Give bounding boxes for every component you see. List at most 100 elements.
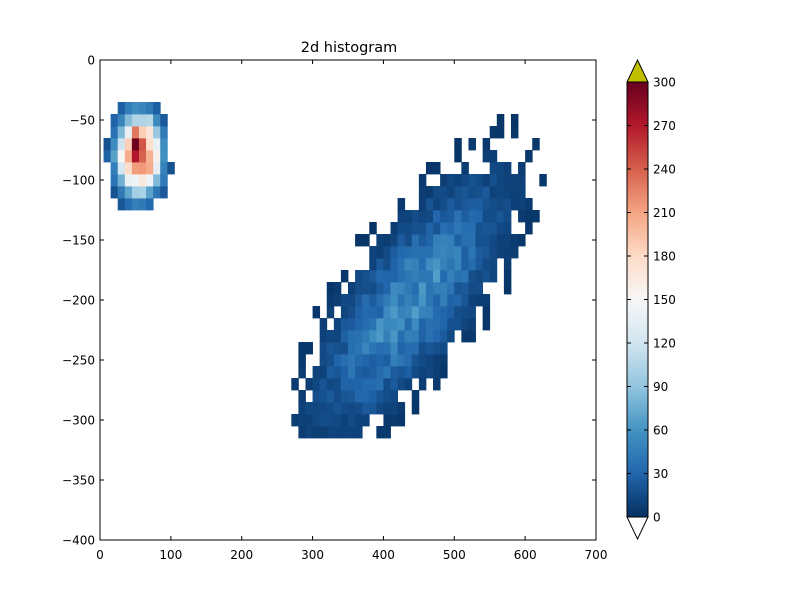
histogram-bin <box>312 306 321 319</box>
histogram-bin <box>340 414 349 427</box>
y-tick-label: −200 <box>62 294 95 308</box>
histogram-bin <box>326 282 335 295</box>
histogram-bin <box>390 366 398 379</box>
histogram-bin <box>425 330 434 343</box>
histogram-bin <box>411 342 420 355</box>
histogram-bin <box>131 126 140 139</box>
histogram-bin <box>525 222 533 235</box>
histogram-bin <box>489 222 498 235</box>
histogram-bin <box>131 162 140 175</box>
histogram-bin <box>468 306 476 319</box>
histogram-bin <box>110 138 119 151</box>
histogram-bin <box>131 198 140 211</box>
histogram-bin <box>397 366 406 379</box>
histogram-bin <box>454 138 462 151</box>
histogram-bin <box>440 282 448 295</box>
histogram-bin <box>138 186 147 199</box>
histogram-bin <box>124 126 133 139</box>
histogram-bin <box>362 378 370 391</box>
histogram-bin <box>305 378 313 391</box>
histogram-bin <box>326 366 335 379</box>
histogram-bin <box>298 342 306 355</box>
histogram-bin <box>510 234 519 247</box>
histogram-bin <box>146 138 154 151</box>
histogram-bin <box>468 138 476 151</box>
histogram-bin <box>440 354 448 367</box>
histogram-bin <box>475 186 484 199</box>
histogram-bin <box>489 234 498 247</box>
histogram-bin <box>397 198 406 211</box>
histogram-bin <box>355 354 363 367</box>
histogram-bin <box>518 234 526 247</box>
histogram-bin <box>153 186 161 199</box>
histogram-bin <box>138 162 147 175</box>
histogram-bin <box>496 210 505 223</box>
histogram-bin <box>418 174 427 187</box>
histogram-bin <box>461 258 469 271</box>
histogram-bin <box>319 318 328 331</box>
histogram-bin <box>433 246 441 259</box>
histogram-bin <box>333 402 342 415</box>
histogram-bin <box>404 318 413 331</box>
histogram-bin <box>482 198 491 211</box>
colorbar-tick-label: 60 <box>653 424 668 438</box>
histogram-bin <box>362 366 370 379</box>
histogram-bin <box>418 354 427 367</box>
histogram-bin <box>340 318 349 331</box>
histogram-bin <box>298 354 306 367</box>
histogram-bin <box>461 198 469 211</box>
histogram-bin <box>383 258 391 271</box>
histogram-bin <box>376 234 384 247</box>
histogram-bin <box>447 270 455 283</box>
histogram-bin <box>362 294 370 307</box>
histogram-bin <box>447 246 455 259</box>
histogram-bin <box>383 354 391 367</box>
histogram-bin <box>525 210 533 223</box>
colorbar-tick-label: 180 <box>653 250 676 264</box>
histogram-bin <box>390 294 398 307</box>
histogram-bin <box>117 138 126 151</box>
histogram-bin <box>404 330 413 343</box>
histogram-bin <box>291 378 299 391</box>
histogram-bin <box>418 222 427 235</box>
histogram-bin <box>131 102 140 115</box>
histogram-bin <box>425 282 434 295</box>
histogram-bin <box>433 198 441 211</box>
histogram-bin <box>404 210 413 223</box>
histogram-bin <box>110 174 119 187</box>
histogram-bin <box>425 246 434 259</box>
histogram-bin <box>124 162 133 175</box>
histogram-bin <box>468 222 476 235</box>
histogram-bin <box>390 342 398 355</box>
x-tick-label: 100 <box>159 548 182 562</box>
histogram-bin <box>355 426 363 439</box>
histogram-bin <box>461 282 469 295</box>
histogram-bin <box>503 270 512 283</box>
histogram-bin <box>340 342 349 355</box>
histogram-bin <box>496 186 505 199</box>
histogram-bin <box>404 234 413 247</box>
histogram-bin <box>146 174 154 187</box>
histogram-bin <box>117 102 126 115</box>
histogram-bin <box>138 174 147 187</box>
histogram-bin <box>333 390 342 403</box>
x-tick-label: 700 <box>585 548 608 562</box>
histogram-bin <box>433 258 441 271</box>
histogram-bin <box>110 150 119 163</box>
histogram-bin <box>447 186 455 199</box>
histogram-bin <box>461 330 469 343</box>
histogram-bin <box>518 174 526 187</box>
histogram-bin <box>454 306 462 319</box>
histogram-bin <box>425 318 434 331</box>
histogram-bin <box>333 330 342 343</box>
histogram-bin <box>503 210 512 223</box>
histogram-bin <box>510 126 519 139</box>
histogram-bin <box>319 354 328 367</box>
histogram-bin <box>305 402 313 415</box>
histogram-bin <box>532 138 540 151</box>
histogram-bin <box>489 150 498 163</box>
histogram-bin <box>383 306 391 319</box>
histogram-bin <box>482 234 491 247</box>
histogram-bin <box>117 174 126 187</box>
histogram-bin <box>390 330 398 343</box>
